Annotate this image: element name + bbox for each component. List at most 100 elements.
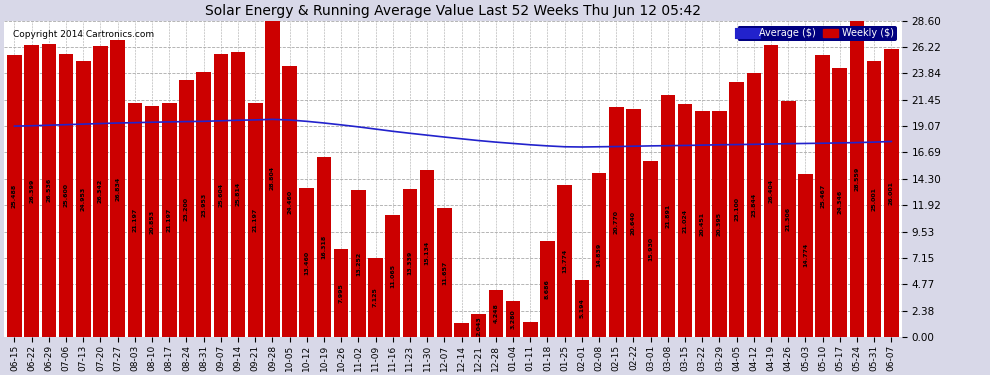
Text: 23.953: 23.953 [201,192,206,217]
Bar [660,95,675,337]
Bar [574,279,589,337]
Text: 8.686: 8.686 [544,279,550,299]
Bar [58,54,73,337]
Text: 21.024: 21.024 [682,209,687,233]
Bar [7,55,22,337]
Text: 28.804: 28.804 [270,166,275,190]
Text: 7.125: 7.125 [373,288,378,308]
Bar [385,214,400,337]
Bar [214,54,228,337]
Text: 26.399: 26.399 [29,179,35,203]
Text: 13.460: 13.460 [304,251,309,274]
Text: 25.001: 25.001 [871,187,877,211]
Text: 14.839: 14.839 [597,243,602,267]
Text: 20.640: 20.640 [631,211,636,235]
Text: 13.252: 13.252 [355,252,361,276]
Text: 26.536: 26.536 [47,178,51,203]
Text: Copyright 2014 Cartronics.com: Copyright 2014 Cartronics.com [13,30,154,39]
Text: 4.248: 4.248 [493,303,498,323]
Text: 25.814: 25.814 [236,182,241,206]
Bar [317,156,332,337]
Text: 11.065: 11.065 [390,264,395,288]
Bar [76,61,90,337]
Bar [644,161,658,337]
Bar [334,249,348,337]
Text: 21.197: 21.197 [133,208,138,232]
Text: 11.657: 11.657 [442,260,446,285]
Text: 25.600: 25.600 [63,183,68,207]
Bar [592,173,607,337]
Bar [678,105,692,337]
Bar [626,109,641,337]
Bar [746,73,761,337]
Text: 26.001: 26.001 [889,181,894,205]
Bar [781,101,796,337]
Bar [179,80,194,337]
Bar [454,323,469,337]
Text: 20.770: 20.770 [614,210,619,234]
Legend: Average ($), Weekly ($): Average ($), Weekly ($) [738,26,897,41]
Text: 26.342: 26.342 [98,179,103,204]
Bar [403,189,417,337]
Bar [506,301,521,337]
Text: 25.488: 25.488 [12,184,17,208]
Bar [712,111,727,337]
Bar [695,111,710,337]
Text: 23.100: 23.100 [735,197,740,221]
Bar [196,72,211,337]
Bar [93,46,108,337]
Text: 24.460: 24.460 [287,190,292,214]
Text: 26.834: 26.834 [115,177,120,201]
Bar [437,208,451,337]
Bar [351,190,365,337]
Bar [299,188,314,337]
Bar [265,18,280,337]
Text: 13.774: 13.774 [562,249,567,273]
Text: 23.844: 23.844 [751,193,756,217]
Text: 3.280: 3.280 [511,309,516,328]
Text: 14.774: 14.774 [803,243,808,267]
Bar [248,103,262,337]
Bar [884,50,899,337]
Title: Solar Energy & Running Average Value Last 52 Weeks Thu Jun 12 05:42: Solar Energy & Running Average Value Las… [205,4,701,18]
Bar [25,45,39,337]
Bar [471,314,486,337]
Text: 2.043: 2.043 [476,316,481,336]
Bar [42,44,56,337]
Text: 16.318: 16.318 [322,235,327,259]
Bar [833,68,847,337]
Text: 20.451: 20.451 [700,212,705,236]
Bar [282,66,297,337]
Text: 21.891: 21.891 [665,204,670,228]
Text: 28.559: 28.559 [854,167,859,191]
Text: 5.194: 5.194 [579,298,584,318]
Bar [162,103,176,337]
Bar [730,81,743,337]
Text: 15.134: 15.134 [425,241,430,266]
Bar [368,258,383,337]
Bar [867,60,881,337]
Text: 24.346: 24.346 [838,190,842,214]
Bar [849,21,864,337]
Text: 25.467: 25.467 [820,184,825,208]
Bar [110,40,125,337]
Text: 26.404: 26.404 [768,179,773,203]
Bar [489,290,503,337]
Text: 25.604: 25.604 [219,183,224,207]
Bar [609,107,624,337]
Text: 13.339: 13.339 [408,251,413,275]
Bar [541,241,554,337]
Bar [557,184,572,337]
Bar [145,106,159,337]
Text: 15.930: 15.930 [648,237,653,261]
Text: 21.197: 21.197 [252,208,257,232]
Text: 21.306: 21.306 [786,207,791,231]
Bar [763,45,778,337]
Bar [231,51,246,337]
Text: 20.853: 20.853 [149,210,154,234]
Text: 24.953: 24.953 [81,187,86,211]
Bar [798,174,813,337]
Bar [523,321,538,337]
Text: 23.200: 23.200 [184,196,189,220]
Bar [816,56,830,337]
